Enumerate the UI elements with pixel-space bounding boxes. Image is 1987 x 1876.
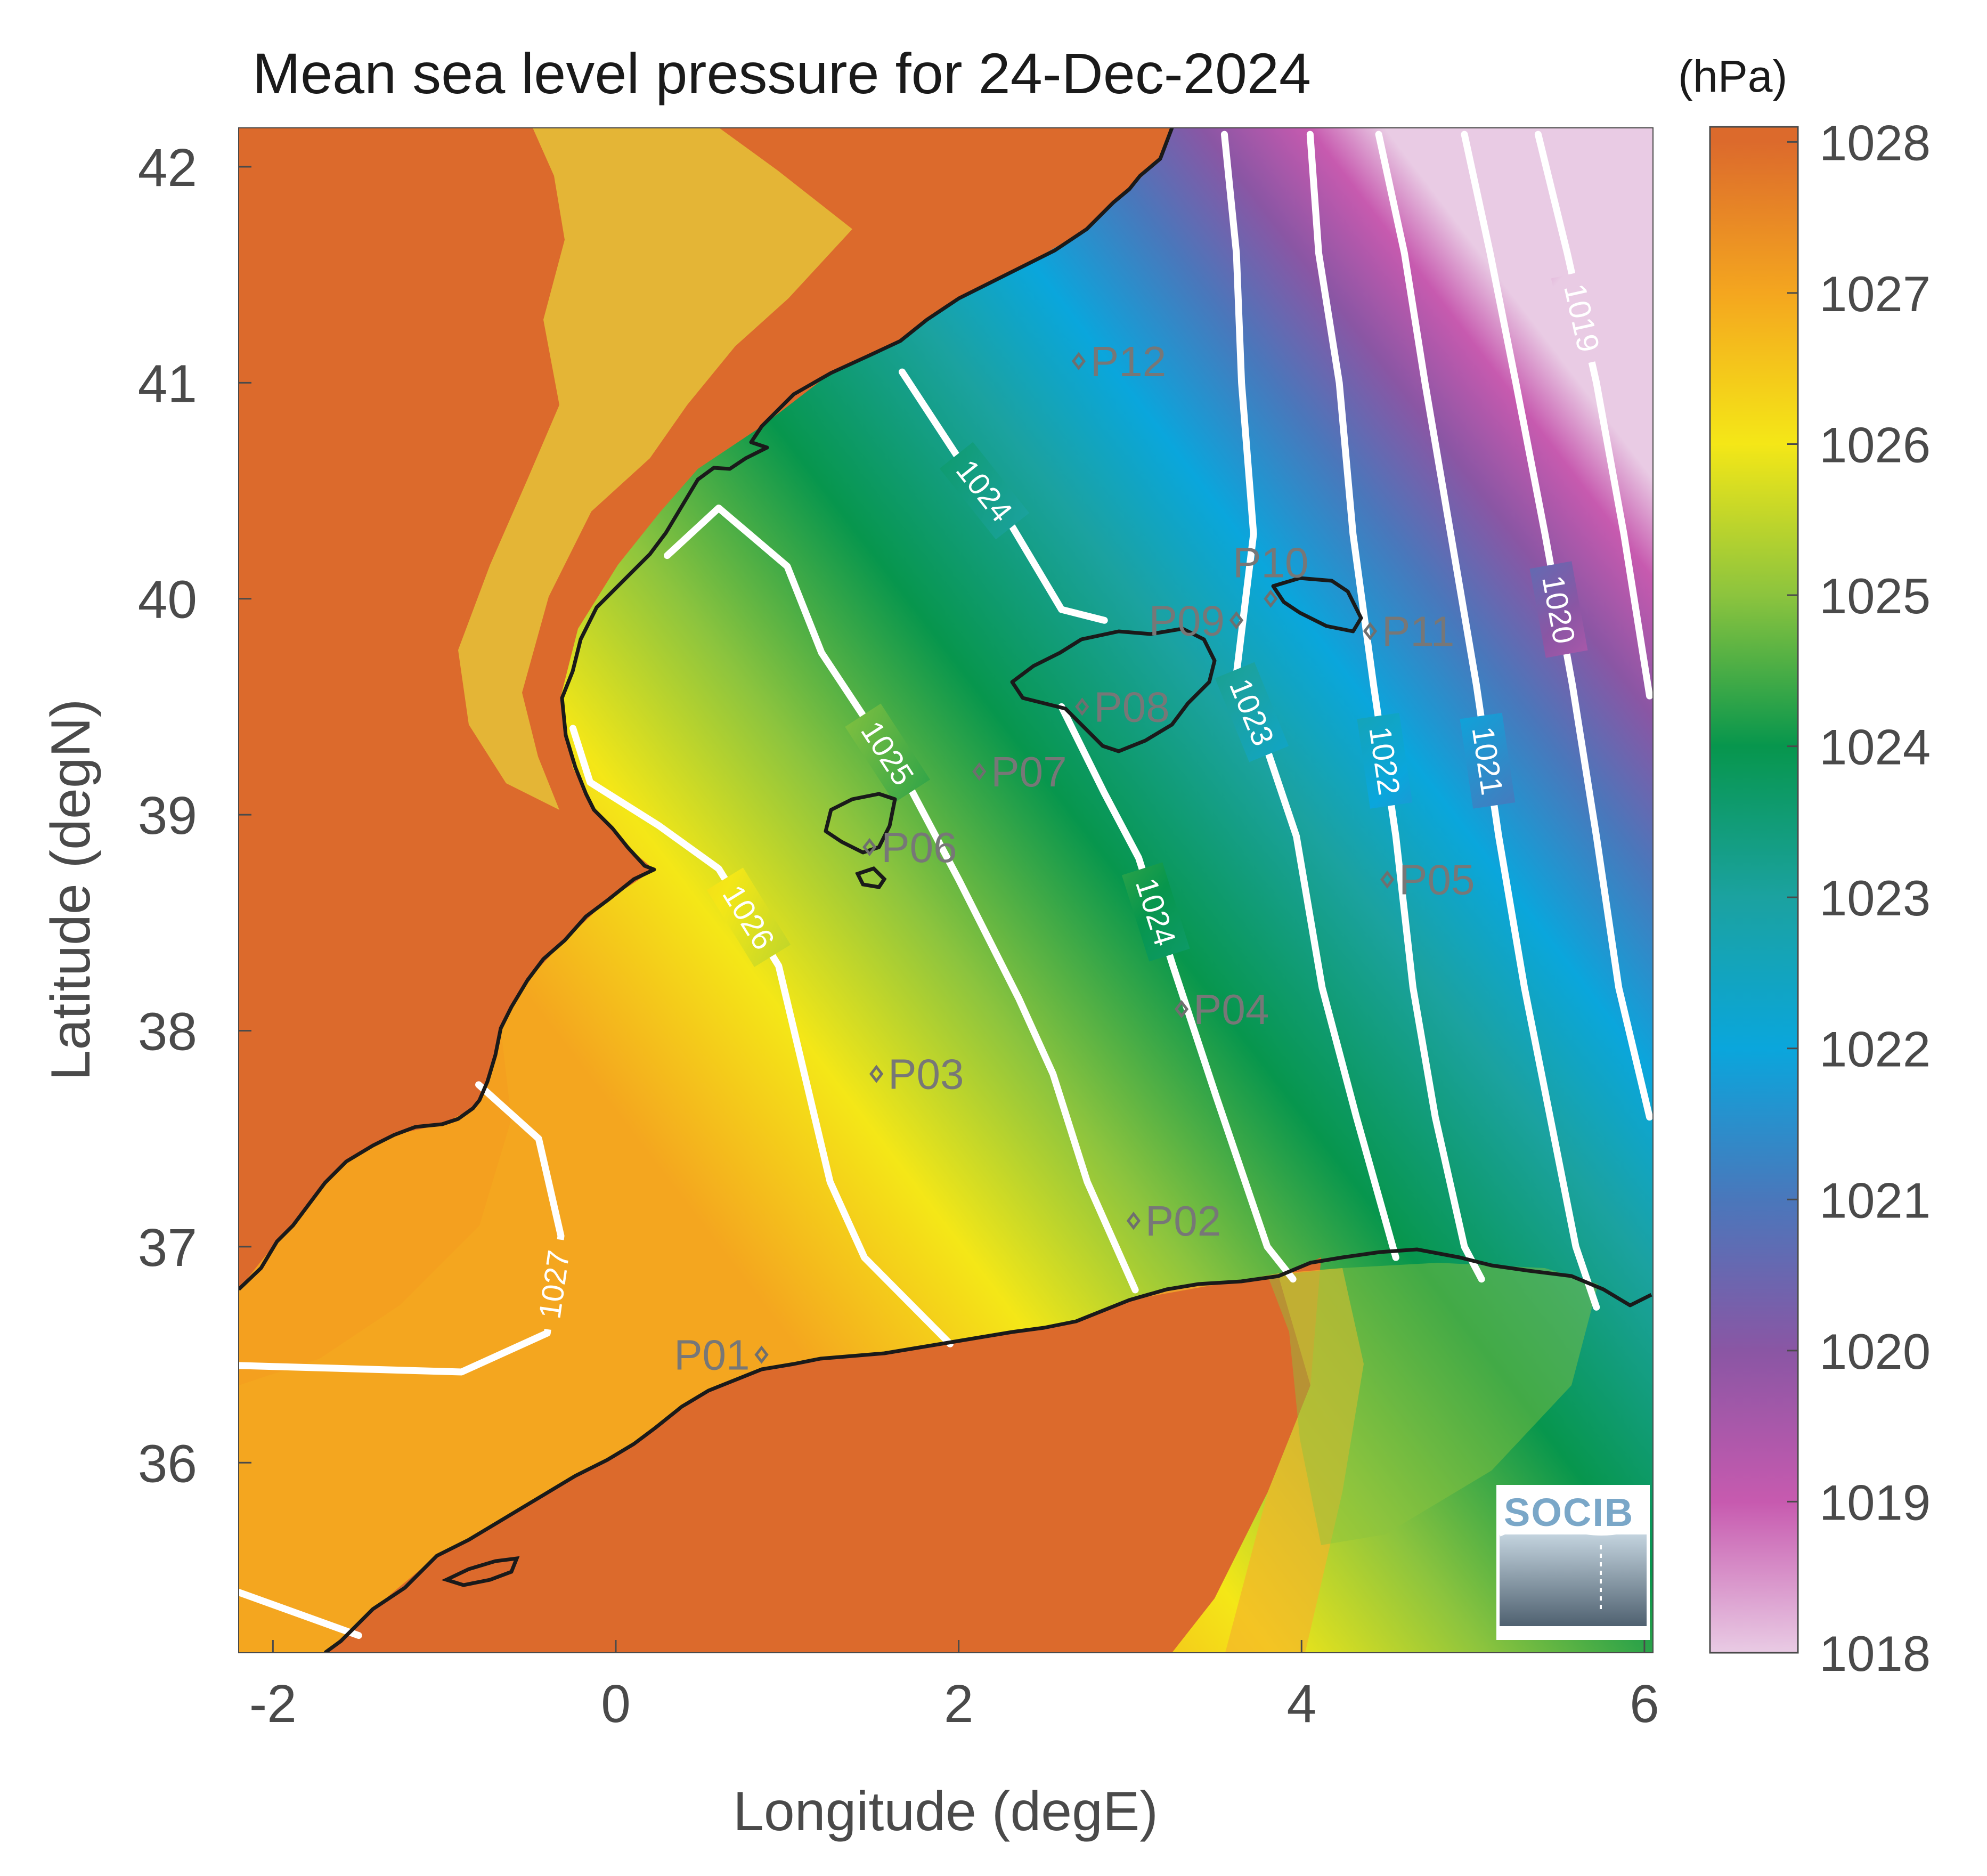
colorbar-tick-label: 1024 [1819,719,1931,775]
menorca-coastline [1271,576,1363,634]
north-africa-coastline [323,1247,1652,1653]
x-tick-label: 4 [1286,1674,1316,1734]
colorbar-tick-label: 1018 [1819,1626,1931,1682]
station-label-p07: P07 [991,748,1066,795]
station-marker-p08 [1075,697,1089,716]
isobar-label-gap [1460,712,1516,809]
colorbar-tick-label: 1022 [1819,1021,1931,1077]
colorbar-tick-label: 1025 [1819,568,1931,624]
station-label-p01: P01 [674,1331,750,1379]
station-label-p06: P06 [881,824,957,871]
y-tick-label: 37 [138,1218,197,1278]
colorbar-gradient [1710,127,1798,1653]
colorbar-tick-label: 1019 [1819,1474,1931,1530]
isobar-1027 [239,1588,362,1639]
coastlines [239,128,1652,1653]
x-tick-label: 0 [601,1674,631,1734]
socib-logo: SOCIB [1496,1485,1650,1640]
colorbar-tick-label: 1020 [1819,1323,1931,1379]
isobar-label-gap [1529,561,1588,658]
station-marker-p07 [972,762,987,781]
ibiza-coastline [824,792,897,855]
y-tick-label: 42 [138,138,197,198]
station-marker-p09 [1229,611,1244,630]
southern-spain-shading [239,1028,511,1385]
y-tick-label: 41 [138,354,197,413]
isobar-1019 [1534,131,1653,700]
colorbar-tick-label: 1023 [1819,870,1931,926]
station-label-p02: P02 [1145,1197,1221,1245]
colorbar-unit-label: (hPa) [1678,51,1787,101]
station-label-p08: P08 [1094,683,1169,730]
x-axis-ticks: -2 0 2 4 6 [249,1640,1659,1734]
y-axis-ticks: 42 41 40 39 38 37 36 [138,138,251,1493]
y-tick-label: 39 [138,786,197,846]
y-tick-label: 40 [138,570,197,630]
station-label-p05: P05 [1399,856,1475,904]
colorbar-ticks: 1028 1027 1026 1025 1024 1023 1022 1021 1020 1019… [1787,115,1931,1682]
colorbar-frame [1709,126,1799,1654]
station-marker-p02 [1126,1212,1141,1230]
isobar-1024 [1058,703,1297,1283]
isobar-label-gap [1357,712,1413,809]
colorbar-tick-label: 1026 [1819,417,1931,473]
x-tick-label: 6 [1630,1674,1659,1734]
station-marker-p11 [1363,622,1378,640]
x-tick-label: 2 [944,1674,974,1734]
station-marker-p10 [1264,589,1278,608]
station-label-p11: P11 [1382,608,1454,655]
colorbar: 1028 1027 1026 1025 1024 1023 1022 1021 1020 1019… [1709,115,1931,1682]
logo-gradient-box [1500,1534,1647,1626]
station-marker-p01 [754,1345,769,1364]
colorbar-tick-label: 1021 [1819,1172,1931,1228]
map-plot-area: 1019102010211022102310241024102510261027… [238,127,1654,1653]
y-tick-label: 36 [138,1434,197,1493]
y-axis-title: Latitude (degN) [40,699,102,1081]
formentera-coastline [855,866,887,889]
isobar-label-gap [845,703,930,803]
plot-frame [238,127,1654,1653]
map-title: Mean sea level pressure for 24-Dec-2024 [253,41,1311,105]
station-marker-p06 [862,838,877,857]
mallorca-coastline [1010,627,1217,753]
north-africa-coastal-noise [1268,1263,1598,1545]
north-africa-warm-band [1129,1268,1364,1653]
isobar-label-gap [1215,662,1289,762]
isobar-label-gap [526,1237,582,1333]
x-tick-label: -2 [249,1674,297,1734]
station-marker-p03 [869,1065,884,1083]
north-africa-land [325,1257,1321,1653]
land-pressure-shading [239,128,1598,1653]
isobar-label-gap [1121,862,1190,962]
station-marker-p05 [1380,870,1395,889]
iberian-coastline [239,128,1174,1291]
isobar-label-gap [706,867,791,968]
station-label-p10: P10 [1233,539,1308,587]
station-marker-p12 [1071,352,1086,370]
alboran-island [441,1556,520,1587]
isobar-label-gap [939,442,1030,540]
station-label-p12: P12 [1090,338,1166,385]
colorbar-tick-label: 1028 [1819,115,1931,170]
x-axis-title: Longitude (degE) [733,1781,1158,1842]
station-marker-p04 [1174,1000,1189,1019]
y-tick-label: 38 [138,1002,197,1061]
isobar-label-gap [1551,269,1613,367]
iberian-coastal-band [458,128,852,810]
station-label-p03: P03 [888,1051,964,1098]
colorbar-tick-label: 1027 [1819,266,1931,322]
station-label-p09: P09 [1149,597,1225,644]
station-label-p04: P04 [1193,986,1269,1033]
logo-text: SOCIB [1504,1490,1634,1534]
isobar-1026 [569,725,954,1347]
iberian-peninsula-land [239,128,1172,1289]
logo-wave-icon [1499,1522,1648,1537]
